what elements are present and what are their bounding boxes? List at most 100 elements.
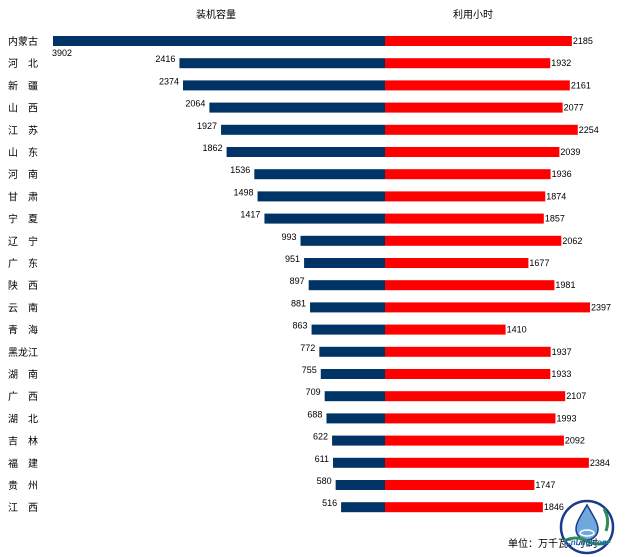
capacity-value-label: 1536 [230,165,250,175]
hours-bar [385,36,572,46]
category-label: 福 建 [8,457,38,470]
hours-value-label: 1937 [552,347,572,357]
hours-value-label: 2039 [560,147,580,157]
hours-value-label: 1993 [556,413,576,423]
category-label: 广 东 [8,257,38,270]
hours-bar [385,369,551,379]
capacity-bar [324,391,385,402]
hours-bar [385,80,570,91]
logo-text: CnLng.com [565,538,609,547]
capacity-bar [264,213,385,224]
hours-bar [385,102,563,113]
hours-value-label: 2161 [571,80,591,90]
category-label: 新 疆 [8,79,38,92]
capacity-value-label: 897 [290,276,305,286]
hours-value-label: 1747 [535,480,555,490]
water-drop-logo-icon [559,499,615,555]
capacity-value-label: 580 [317,476,332,486]
capacity-bar [226,147,385,157]
capacity-value-label: 2374 [159,76,179,86]
hours-value-label: 1410 [507,325,527,335]
capacity-bar [308,280,385,291]
capacity-bar [221,124,385,135]
hours-value-label: 1936 [552,169,572,179]
capacity-bar [311,324,385,335]
capacity-value-label: 863 [293,321,308,331]
hours-value-label: 1846 [544,502,564,512]
capacity-value-label: 2064 [185,99,205,109]
logo: CnLng.com [559,499,615,555]
hours-bar [385,213,544,224]
capacity-value-label: 1417 [240,210,260,220]
category-label: 河 北 [8,58,38,70]
capacity-bar [183,80,385,91]
hours-value-label: 2062 [562,236,582,246]
capacity-bar [209,102,385,113]
category-label: 广 西 [8,391,38,403]
hours-bar [385,391,566,402]
capacity-bar [304,258,385,268]
hours-bar [385,346,551,357]
category-label: 湖 北 [8,413,38,425]
capacity-value-label: 516 [322,498,337,508]
category-label: 江 西 [8,502,38,514]
hours-bar [385,502,543,513]
capacity-bar [254,169,385,180]
hours-bar [385,324,506,335]
category-label: 云 南 [8,301,38,314]
hours-value-label: 1874 [546,191,566,201]
capacity-bar [179,58,385,69]
hours-value-label: 1932 [551,58,571,68]
capacity-value-label: 993 [281,232,296,242]
header-capacity: 装机容量 [196,8,236,21]
category-label: 内蒙古 [8,35,38,48]
hours-value-label: 2185 [573,36,593,46]
hours-value-label: 2397 [591,302,611,312]
hours-bar [385,147,560,157]
capacity-bar [257,191,385,202]
category-label: 山 西 [8,103,38,115]
capacity-bar [319,346,385,357]
hours-bar [385,480,535,490]
hours-bar [385,235,562,246]
hours-value-label: 2107 [566,391,586,401]
capacity-bar [320,369,385,379]
capacity-value-label: 951 [285,254,300,264]
capacity-value-label: 1498 [234,187,254,197]
capacity-bar [300,235,385,246]
hours-value-label: 1933 [551,369,571,379]
category-label: 黑龙江 [8,346,38,359]
capacity-bar [333,457,385,468]
category-label: 陕 西 [8,279,38,292]
hours-bar [385,191,546,202]
hours-bar [385,413,556,424]
capacity-bar [341,502,385,513]
category-label: 宁 夏 [8,213,38,226]
capacity-value-label: 3902 [52,48,72,58]
category-label: 山 东 [8,146,38,159]
hours-bar [385,435,564,446]
capacity-bar [326,413,385,424]
category-label: 甘 肃 [8,190,38,203]
unit-note: 单位：万千瓦，小时 [508,539,598,550]
capacity-value-label: 755 [302,365,317,375]
capacity-value-label: 688 [307,409,322,419]
capacity-bar [310,302,385,313]
category-label: 吉 林 [8,435,38,448]
capacity-value-label: 1927 [197,121,217,131]
hours-bar [385,258,529,268]
header-hours: 利用小时 [453,9,493,21]
hours-bar [385,457,589,468]
hours-value-label: 1857 [545,214,565,224]
hours-bar [385,58,551,69]
hours-bar [385,169,551,180]
category-label: 江 苏 [8,124,38,137]
category-label: 青 海 [8,324,38,337]
category-label: 辽 宁 [8,235,38,248]
hours-value-label: 2254 [579,125,599,135]
capacity-bar [53,36,385,46]
hours-bar [385,124,578,135]
hours-bar [385,302,590,313]
hours-value-label: 1981 [555,280,575,290]
